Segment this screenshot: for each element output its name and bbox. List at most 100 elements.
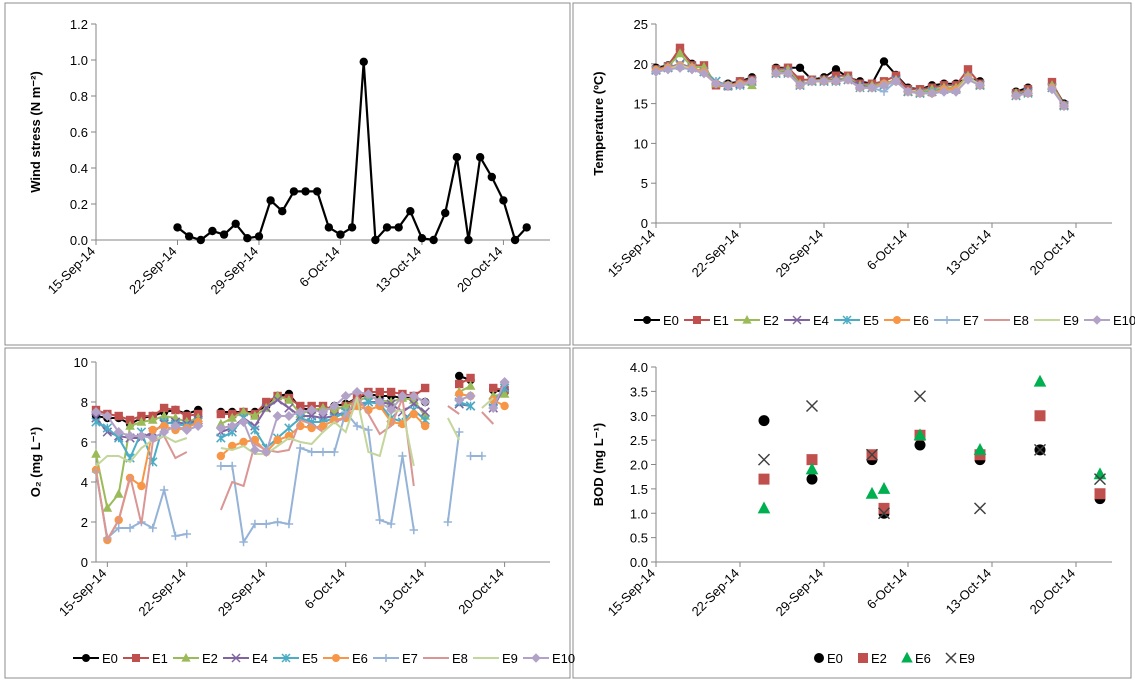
legend-item-e4: E4 <box>784 313 829 328</box>
legend-item-e9: E9 <box>1034 313 1079 328</box>
data-point <box>278 207 287 216</box>
data-point <box>216 451 226 461</box>
data-point <box>522 223 531 232</box>
data-point <box>375 387 384 397</box>
data-point <box>216 433 226 443</box>
data-point <box>914 439 926 451</box>
data-point <box>878 80 890 91</box>
data-point <box>782 68 794 79</box>
temp-legend: E0 E1 E2 E4 E5 E6 E7 E8 E9 E10 <box>634 313 1135 328</box>
data-point <box>261 446 272 458</box>
legend-item-e0: E0 <box>814 651 843 666</box>
temp-x-tick-label: 20-Oct-14 <box>1027 227 1078 278</box>
legend-label: E9 <box>959 651 975 666</box>
data-point <box>973 443 987 455</box>
oxygen-chart: 0 2 4 6 8 10 15-Sep-14 22-Sep-14 29-Sep-14 6-Oct-… <box>28 355 575 666</box>
legend-marker <box>943 316 951 324</box>
data-point <box>913 390 927 403</box>
bod-x-tick-label: 13-Oct-14 <box>943 566 994 617</box>
bod-y-tick-label: 1.5 <box>630 482 648 497</box>
data-point <box>374 396 385 408</box>
series-line-wind <box>176 61 528 243</box>
data-point <box>386 519 396 529</box>
data-point <box>102 423 113 433</box>
data-point <box>249 444 260 456</box>
bod-y-tick-label: 0.5 <box>630 531 648 546</box>
legend-marker <box>181 653 191 662</box>
data-point <box>243 234 252 243</box>
series-e9 <box>757 390 1107 520</box>
data-point <box>273 435 282 445</box>
data-point <box>842 74 854 85</box>
data-point <box>208 226 217 236</box>
series-line-e1 <box>95 406 199 422</box>
wind-y-tick-label: 1.0 <box>70 53 88 68</box>
series-line-e10 <box>95 411 199 440</box>
bod-y-tick-label: 3.0 <box>630 409 648 424</box>
data-point <box>465 401 476 411</box>
wind-y-tick-label: 0.8 <box>70 89 88 104</box>
data-point <box>455 389 464 399</box>
data-point <box>262 519 271 529</box>
bod-y-tick-label: 4.0 <box>630 360 648 375</box>
data-point <box>974 80 986 91</box>
wind-y-tick-label: 0.2 <box>70 197 88 212</box>
data-point <box>674 62 686 73</box>
series-line-e8 <box>95 434 188 543</box>
data-point <box>805 462 819 475</box>
data-point <box>136 416 147 426</box>
data-point <box>443 517 453 527</box>
legend-marker <box>82 654 90 662</box>
data-point <box>284 394 294 404</box>
legend-item-e1: E1 <box>123 651 168 666</box>
data-point <box>289 187 299 196</box>
data-point <box>675 43 685 53</box>
data-point <box>347 223 357 232</box>
data-point <box>272 395 283 405</box>
data-point <box>698 68 710 79</box>
data-point <box>329 400 340 412</box>
legend-marker <box>132 654 140 662</box>
data-point <box>878 502 890 514</box>
data-point <box>770 68 782 79</box>
temp-y-tick-label: 0 <box>641 216 648 231</box>
data-point <box>266 196 275 205</box>
data-point <box>973 502 987 515</box>
data-point <box>408 390 419 402</box>
data-point <box>306 404 317 416</box>
data-point <box>261 403 271 413</box>
data-point <box>272 410 283 422</box>
data-point <box>91 417 101 427</box>
legend-label: E1 <box>152 651 168 666</box>
wind-x-tick-label: 20-Oct-14 <box>454 244 505 295</box>
wind-y-tick-label: 0.0 <box>70 233 88 248</box>
o2-x-tick-label: 13-Oct-14 <box>376 566 427 617</box>
data-point <box>340 400 351 410</box>
data-point <box>1033 443 1047 456</box>
legend-marker <box>893 316 901 324</box>
legend-marker <box>814 653 824 663</box>
legend-item-e6: E6 <box>884 313 929 328</box>
data-point <box>475 153 485 162</box>
bod-legend: E0 E2 E6 E9 <box>814 651 975 666</box>
data-point <box>312 187 322 196</box>
data-point <box>228 461 237 471</box>
data-point <box>125 523 135 533</box>
data-point <box>352 421 362 431</box>
data-point <box>487 172 496 182</box>
o2-y-tick-label: 6 <box>81 435 88 450</box>
data-point <box>196 235 205 245</box>
data-point <box>938 86 950 97</box>
data-point <box>386 387 396 397</box>
legend-label: E4 <box>252 651 268 666</box>
data-point <box>363 388 374 400</box>
data-point <box>510 235 520 245</box>
wind-y-tick-label: 0.6 <box>70 125 88 140</box>
data-point <box>455 427 464 437</box>
data-point <box>710 78 722 89</box>
data-point <box>1046 84 1058 95</box>
o2-x-tick-label: 22-Sep-14 <box>135 566 189 620</box>
o2-y-tick-label: 0 <box>81 555 88 570</box>
legend-label: E4 <box>813 313 829 328</box>
data-point <box>363 397 374 407</box>
